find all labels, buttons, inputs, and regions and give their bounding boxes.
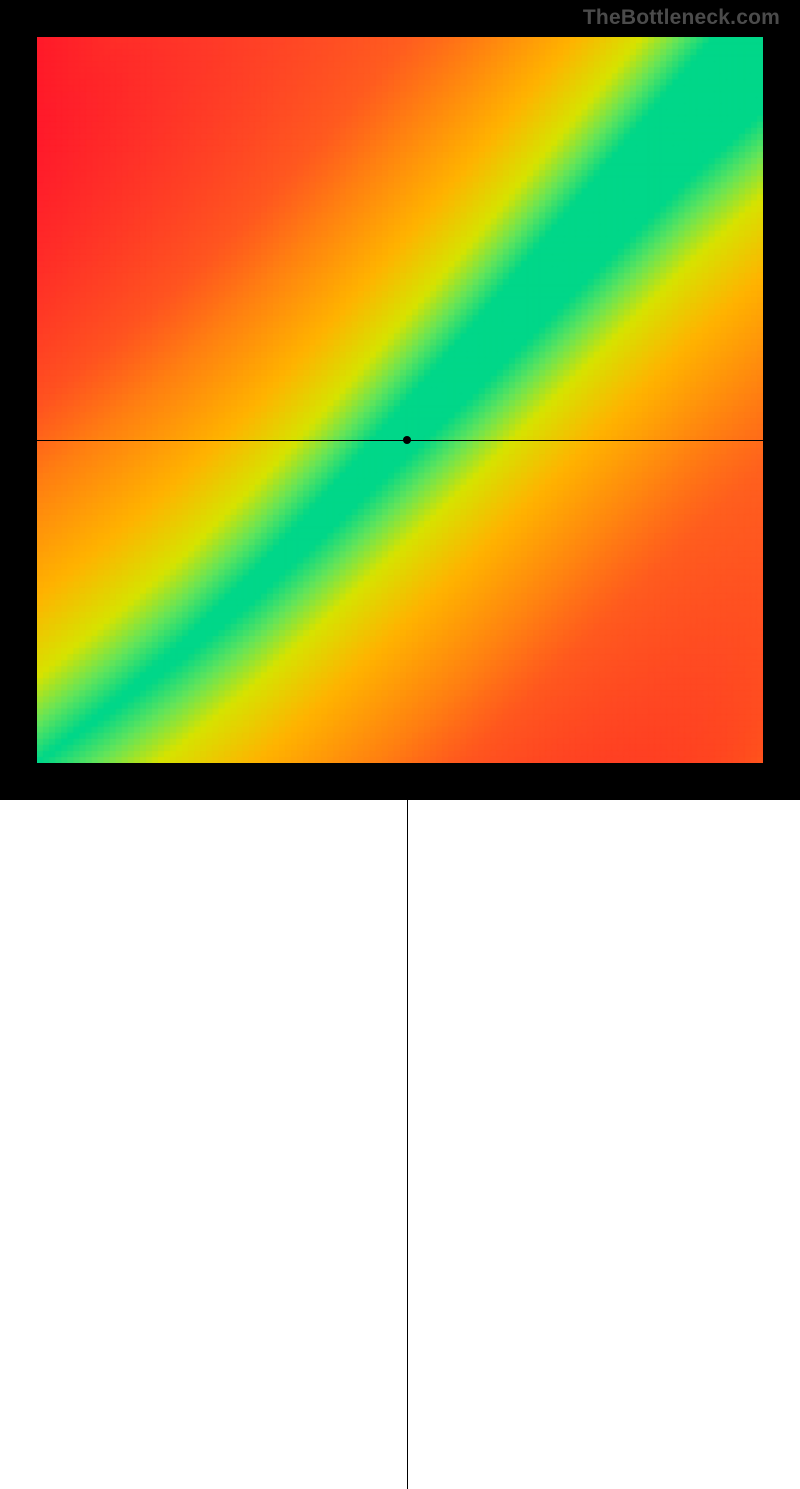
attribution-text: TheBottleneck.com bbox=[583, 6, 780, 30]
chart-frame: TheBottleneck.com bbox=[0, 0, 800, 800]
crosshair-horizontal bbox=[37, 440, 763, 441]
plot-area bbox=[37, 37, 763, 763]
crosshair-marker bbox=[403, 436, 411, 444]
crosshair-vertical bbox=[407, 763, 408, 1489]
heatmap-canvas bbox=[37, 37, 763, 763]
